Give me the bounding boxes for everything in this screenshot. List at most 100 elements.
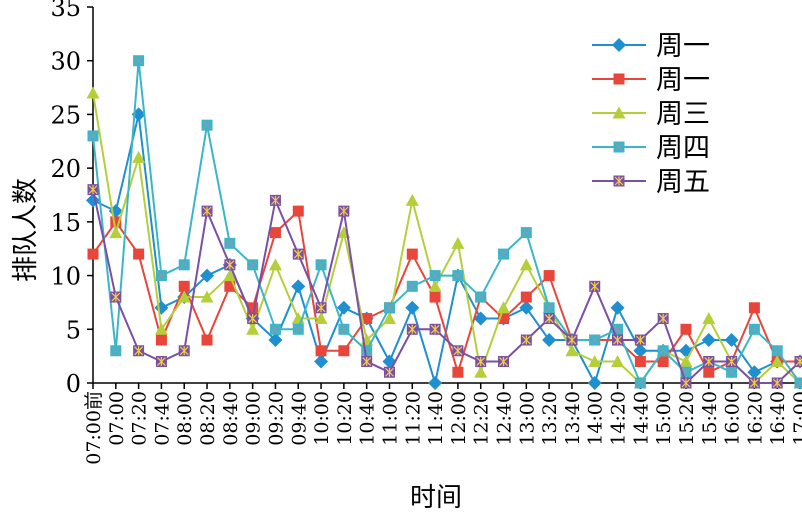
legend-item-4: 周四 — [592, 133, 710, 164]
x-tick-label: 07:00 — [106, 391, 128, 446]
series-5-line — [93, 190, 800, 383]
series-2-point — [635, 356, 646, 367]
series-2-point — [544, 270, 555, 281]
series-1-point — [542, 333, 556, 347]
legend-label: 周一 — [656, 31, 710, 62]
series-1-point — [588, 376, 602, 390]
y-tick-label: 30 — [50, 48, 81, 76]
series-1-point — [86, 193, 100, 207]
series-3-point — [87, 86, 100, 98]
legend-item-3: 周三 — [592, 99, 710, 130]
x-tick-label: 17:00 — [790, 391, 802, 446]
y-tick-label: 20 — [50, 155, 81, 183]
x-tick-label: 15:00 — [653, 391, 675, 446]
series-3-point — [246, 323, 259, 335]
legend-label: 周一 — [656, 65, 710, 96]
x-tick-label: 15:20 — [676, 391, 698, 446]
series-2-point — [202, 335, 213, 346]
series-1-point — [611, 301, 625, 315]
x-tick-label: 13:20 — [539, 391, 561, 446]
x-tick-label: 07:40 — [151, 391, 173, 446]
series-2-point — [749, 302, 760, 313]
series-2-point — [179, 281, 190, 292]
series-4-point — [795, 378, 802, 389]
series-3-point — [520, 258, 533, 270]
x-tick-label: 10:40 — [357, 391, 379, 446]
series-2-point — [133, 249, 144, 260]
series-1-point — [154, 301, 168, 315]
x-tick-label: 10:00 — [311, 391, 333, 446]
series-2-point — [293, 206, 304, 217]
legend-label: 周五 — [656, 167, 710, 198]
y-tick-label: 5 — [66, 316, 81, 344]
series-1-point — [428, 376, 442, 390]
x-tick-label: 09:00 — [243, 391, 265, 446]
x-tick-label: 14:20 — [608, 391, 630, 446]
x-tick-label: 08:20 — [197, 391, 219, 446]
series-2-point — [316, 345, 327, 356]
legend-item-2: 周一 — [592, 65, 710, 96]
series-2-point — [156, 335, 167, 346]
y-tick-label: 10 — [50, 263, 81, 291]
x-tick-label: 16:40 — [767, 391, 789, 446]
x-axis-label: 时间 — [410, 483, 462, 513]
series-1-point — [725, 333, 739, 347]
x-tick-label: 11:00 — [379, 391, 401, 446]
x-tick-label: 07:00前 — [83, 391, 105, 465]
series-2-point — [680, 324, 691, 335]
legend-item-5: 周五 — [592, 167, 710, 198]
x-tick-label: 11:40 — [425, 391, 447, 446]
x-tick-label: 11:20 — [402, 391, 424, 446]
series-1-point — [314, 355, 328, 369]
series-3-point — [497, 301, 510, 313]
legend-marker — [614, 74, 625, 85]
x-tick-label: 08:00 — [174, 391, 196, 446]
series-2-point — [88, 249, 99, 260]
series-3-point — [474, 366, 487, 378]
x-tick-label: 08:40 — [220, 391, 242, 446]
series-2-point — [430, 292, 441, 303]
x-tick-label: 10:20 — [334, 391, 356, 446]
series-2-point — [521, 292, 532, 303]
series-3-point — [702, 312, 715, 324]
legend-item-1: 周一 — [592, 31, 710, 62]
x-tick-label: 13:40 — [562, 391, 584, 446]
series-3-point — [679, 355, 692, 367]
series-5-point — [795, 356, 802, 367]
x-tick-label: 16:20 — [744, 391, 766, 446]
x-tick-label: 14:00 — [585, 391, 607, 446]
x-tick-label: 12:00 — [448, 391, 470, 446]
x-tick-label: 14:40 — [630, 391, 652, 446]
y-axis-label: 排队人数 — [11, 178, 41, 282]
series-1-point — [405, 301, 419, 315]
x-tick-label: 09:40 — [288, 391, 310, 446]
x-tick-label: 12:20 — [471, 391, 493, 446]
series-1-point — [291, 279, 305, 293]
x-tick-label: 16:00 — [722, 391, 744, 446]
series-2-point — [703, 367, 714, 378]
series-2-point — [407, 249, 418, 260]
series-2-point — [270, 227, 281, 238]
y-tick-label: 25 — [50, 101, 81, 129]
x-tick-label: 12:40 — [494, 391, 516, 446]
series-2-point — [338, 345, 349, 356]
legend-marker — [612, 38, 626, 52]
series-3-point — [406, 194, 419, 206]
series-5 — [88, 184, 802, 388]
series-1-point — [702, 333, 716, 347]
series-3-point — [269, 258, 282, 270]
y-tick-label: 0 — [66, 370, 81, 398]
series-3-point — [429, 280, 442, 292]
y-tick-label: 35 — [50, 0, 81, 22]
x-tick-label: 15:40 — [699, 391, 721, 446]
series-2-point — [452, 367, 463, 378]
series-3-point — [451, 237, 464, 249]
x-tick-label: 09:20 — [265, 391, 287, 446]
legend-label: 周四 — [656, 133, 710, 164]
x-tick-label: 07:20 — [129, 391, 151, 446]
y-tick-label: 15 — [50, 209, 81, 237]
legend-label: 周三 — [656, 99, 710, 130]
